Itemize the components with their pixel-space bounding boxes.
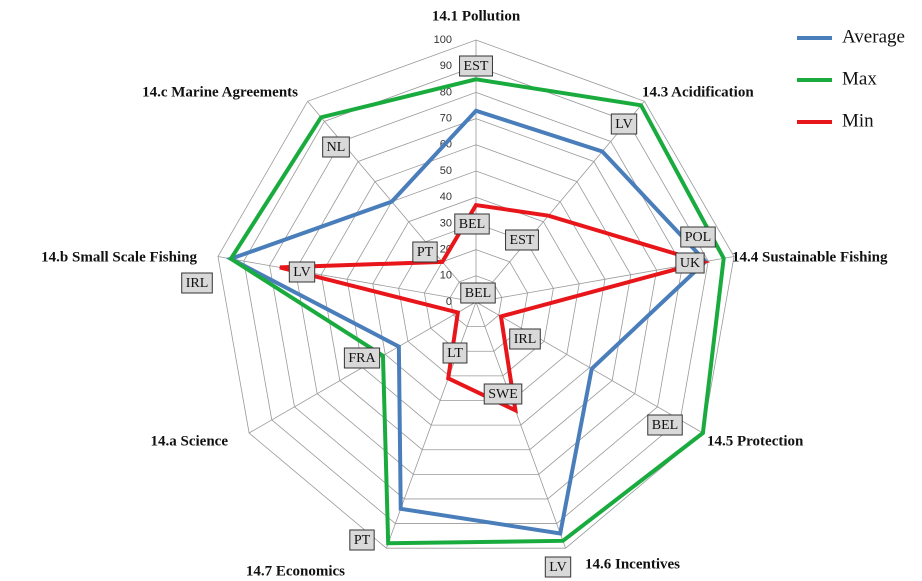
country-box-bg bbox=[675, 252, 705, 274]
country-box: BEL bbox=[647, 414, 683, 436]
country-label: EST bbox=[464, 59, 489, 74]
country-box: PT bbox=[412, 241, 438, 263]
country-box-bg bbox=[442, 342, 468, 364]
axis-label: 14.5 Protection bbox=[707, 433, 804, 449]
country-label: UK bbox=[680, 256, 700, 271]
grid-ring bbox=[346, 170, 606, 426]
legend-label: Min bbox=[842, 110, 874, 131]
country-box-bg bbox=[647, 414, 683, 436]
r-tick-label: 30 bbox=[440, 217, 452, 229]
country-label: SWE bbox=[488, 387, 518, 402]
country-box-bg bbox=[544, 556, 572, 578]
country-box: POL bbox=[680, 226, 716, 248]
legend-label: Average bbox=[842, 26, 905, 47]
country-label: BEL bbox=[459, 217, 485, 232]
legend-label: Max bbox=[842, 68, 877, 89]
country-box-bg bbox=[459, 55, 493, 77]
axis-label: 14.c Marine Agreements bbox=[142, 84, 298, 100]
country-label: BEL bbox=[652, 418, 678, 433]
country-box: EST bbox=[459, 55, 493, 77]
grid-ring bbox=[449, 275, 503, 328]
country-box-bg bbox=[288, 261, 316, 283]
country-box: LV bbox=[610, 113, 638, 135]
country-box: BEL bbox=[460, 282, 496, 304]
country-label: LV bbox=[293, 265, 310, 280]
series-line bbox=[225, 108, 709, 536]
country-box: PT bbox=[349, 529, 375, 551]
country-label: PT bbox=[354, 533, 371, 548]
country-box: EST bbox=[505, 229, 539, 251]
country-label: IRL bbox=[186, 276, 209, 291]
country-label: FRA bbox=[348, 351, 376, 366]
spoke bbox=[475, 301, 704, 434]
grid-ring bbox=[243, 65, 709, 524]
country-box: IRL bbox=[181, 272, 213, 294]
country-label: PT bbox=[417, 245, 434, 260]
axis-label: 14.a Science bbox=[151, 433, 229, 449]
country-label: IRL bbox=[514, 332, 537, 347]
country-label: POL bbox=[685, 230, 711, 245]
country-box-bg bbox=[322, 136, 350, 158]
country-box-bg bbox=[460, 282, 496, 304]
country-box-bg bbox=[483, 383, 523, 405]
country-box-bg bbox=[349, 529, 375, 551]
grid-ring bbox=[217, 39, 735, 549]
country-box-bg bbox=[454, 213, 490, 235]
axis-label: 14.b Small Scale Fishing bbox=[41, 249, 197, 265]
axis-label: 14.1 Pollution bbox=[432, 8, 521, 24]
country-label: EST bbox=[510, 233, 535, 248]
r-tick-label: 10 bbox=[440, 270, 452, 282]
axis-label: 14.7 Economics bbox=[246, 563, 345, 579]
country-box-bg bbox=[343, 347, 381, 369]
country-box: IRL bbox=[509, 328, 541, 350]
r-tick-label: 90 bbox=[440, 60, 452, 72]
country-label: NL bbox=[327, 140, 346, 155]
country-box-bg bbox=[181, 272, 213, 294]
country-box: SWE bbox=[483, 383, 523, 405]
country-box-bg bbox=[610, 113, 638, 135]
r-tick-label: 70 bbox=[440, 113, 452, 125]
country-box: BEL bbox=[454, 213, 490, 235]
series-line bbox=[228, 77, 726, 546]
r-tick-label: 40 bbox=[440, 191, 452, 203]
country-box: FRA bbox=[343, 347, 381, 369]
country-box-bg bbox=[509, 328, 541, 350]
grid-ring bbox=[398, 222, 554, 377]
country-box: LV bbox=[544, 556, 572, 578]
grid-ring bbox=[372, 196, 580, 401]
spoke bbox=[217, 256, 477, 303]
country-label: LV bbox=[549, 560, 566, 575]
r-tick-label: 100 bbox=[434, 34, 452, 46]
axis-label: 14.6 Incentives bbox=[585, 556, 680, 572]
grid-ring bbox=[269, 91, 683, 500]
country-label: BEL bbox=[465, 286, 491, 301]
country-box-bg bbox=[412, 241, 438, 263]
grid-ring bbox=[320, 144, 632, 451]
r-tick-label: 50 bbox=[440, 165, 452, 177]
grid-ring bbox=[294, 118, 658, 475]
country-box: UK bbox=[675, 252, 705, 274]
country-label: LT bbox=[447, 346, 463, 361]
spoke bbox=[475, 101, 645, 303]
r-tick-label: 0 bbox=[446, 296, 452, 308]
country-box-bg bbox=[680, 226, 716, 248]
country-box: NL bbox=[322, 136, 350, 158]
axis-label: 14.4 Sustainable Fishing bbox=[732, 249, 888, 265]
grid-ring bbox=[423, 249, 529, 352]
spoke bbox=[475, 301, 566, 549]
country-box: LV bbox=[288, 261, 316, 283]
axis-label: 14.3 Acidification bbox=[642, 84, 754, 100]
country-box-bg bbox=[505, 229, 539, 251]
country-label: LV bbox=[615, 117, 632, 132]
country-box: LT bbox=[442, 342, 468, 364]
series-line bbox=[279, 202, 711, 414]
